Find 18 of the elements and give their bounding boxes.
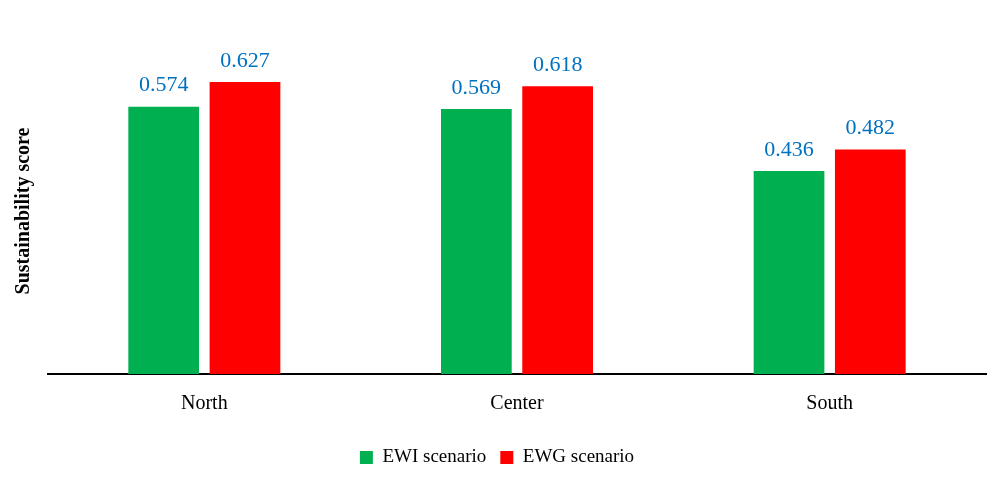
bar xyxy=(128,106,200,374)
x-tick-label: North xyxy=(181,391,228,414)
data-label: 0.627 xyxy=(220,46,270,72)
data-label: 0.574 xyxy=(138,71,189,97)
x-tick-label: South xyxy=(806,391,854,414)
data-label: 0.618 xyxy=(532,50,583,76)
data-label: 0.436 xyxy=(764,135,814,161)
data-label: 0.569 xyxy=(451,73,502,99)
x-tick-label: Center xyxy=(490,391,544,414)
legend-label: EWG scenario xyxy=(522,445,635,467)
legend-label: EWI scenario xyxy=(382,445,487,467)
bar xyxy=(440,109,512,374)
bar xyxy=(209,82,281,374)
data-label: 0.482 xyxy=(845,114,896,140)
bar xyxy=(753,170,825,374)
y-axis-title: Sustainability score xyxy=(11,127,35,295)
bar xyxy=(834,149,906,374)
bar xyxy=(522,86,594,374)
